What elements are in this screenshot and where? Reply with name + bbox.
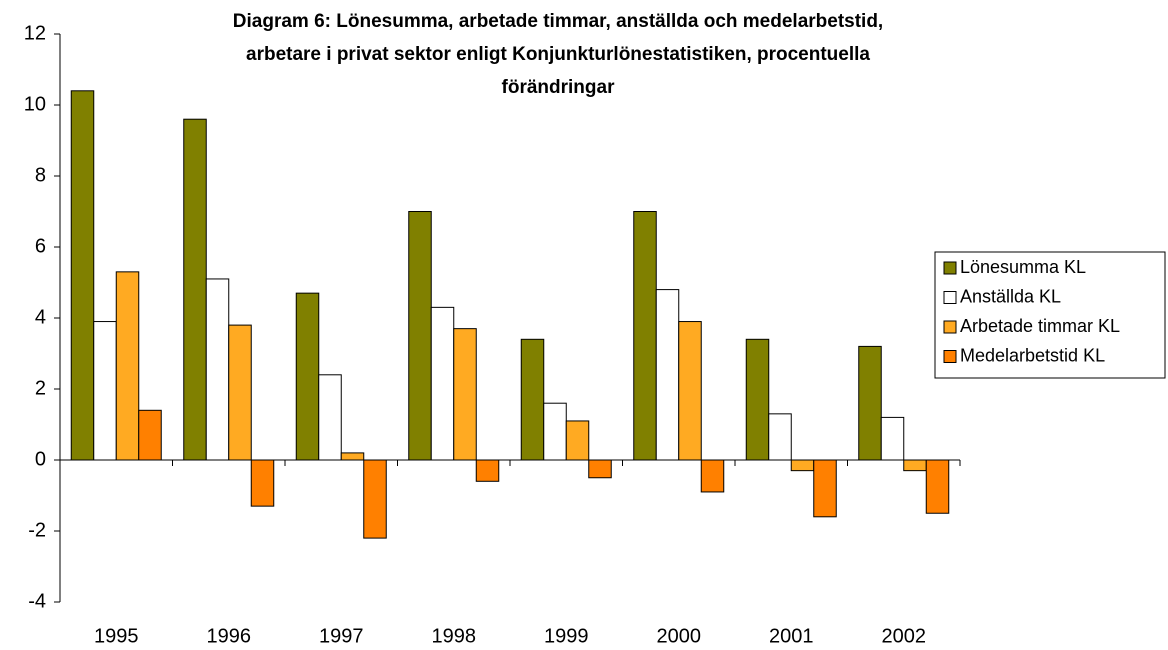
y-tick-label: 8 [35,164,46,186]
chart-title: förändringar [502,77,616,98]
bar [520,338,545,461]
bar [745,338,770,461]
bar [408,211,432,461]
x-tick-label: 1998 [432,625,477,647]
bar [880,416,905,461]
bar [70,90,95,461]
y-tick-label: -2 [28,519,46,541]
x-tick-label: 1999 [544,625,589,647]
x-tick-label: 2002 [882,625,927,647]
bar [543,402,567,461]
bar [768,413,792,461]
bar [813,459,837,518]
legend-swatch [943,350,957,363]
legend-label: Medelarbetstid KL [960,345,1105,365]
bar [183,118,207,461]
bar [295,292,320,461]
bar [138,409,162,461]
x-tick-label: 2000 [657,625,702,647]
bar [430,306,455,461]
y-tick-label: 10 [24,93,46,115]
x-tick-label: 1997 [319,625,364,647]
legend-label: Anställda KL [960,286,1061,306]
bar [340,452,365,461]
bar [453,328,477,461]
chart-title: arbetare i privat sektor enligt Konjunkt… [246,44,870,65]
bar [588,459,612,479]
bar [115,271,140,461]
x-tick-label: 1996 [207,625,252,647]
legend-label: Arbetade timmar KL [960,316,1120,336]
bar [318,374,342,461]
bar [633,211,657,461]
bar [858,345,882,461]
legend-swatch [943,291,957,304]
y-tick-label: 6 [35,235,46,257]
bar [363,459,387,539]
bar [475,459,500,482]
bar [93,321,117,461]
legend-box [934,251,1166,379]
bar [250,459,275,507]
bar [205,278,230,461]
legend-label: Lönesumma KL [960,257,1086,277]
chart-title: Diagram 6: Lönesumma, arbetade timmar, a… [233,11,883,32]
bar [925,459,950,514]
x-tick-label: 1995 [94,625,139,647]
bar [678,321,702,461]
bar [790,459,815,472]
legend-swatch [943,320,957,334]
y-tick-label: 4 [35,306,46,328]
bar [903,459,927,472]
y-tick-label: 0 [35,448,46,470]
bar [565,420,590,461]
bar [655,289,680,461]
y-tick-label: 12 [24,22,46,44]
y-tick-label: -4 [28,590,46,612]
bar [700,459,725,493]
x-tick-label: 2001 [769,625,814,647]
bar [228,324,252,461]
y-tick-label: 2 [35,377,46,399]
legend-swatch [943,261,957,275]
